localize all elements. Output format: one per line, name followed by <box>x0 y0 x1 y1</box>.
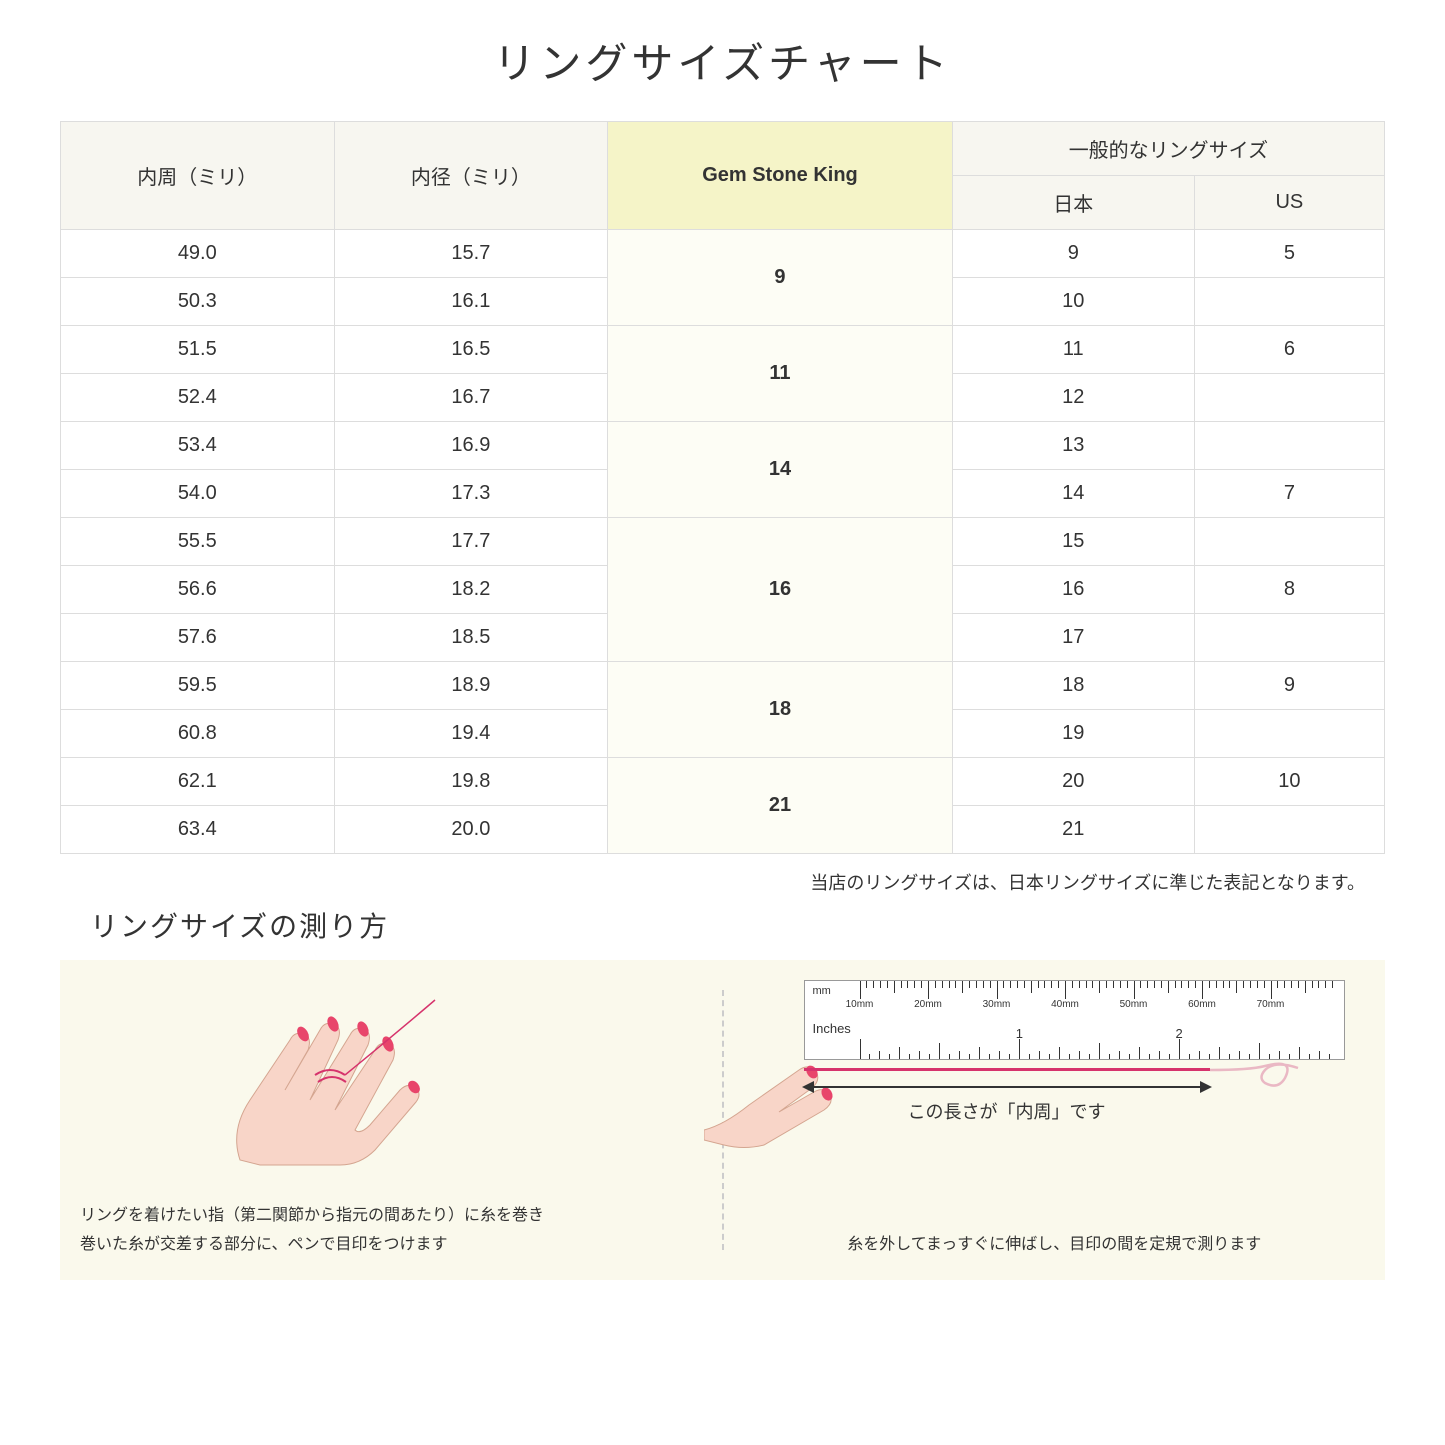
cell-japan: 16 <box>952 566 1194 614</box>
cell-circumference: 59.5 <box>61 662 335 710</box>
cell-japan: 21 <box>952 806 1194 854</box>
thread-line <box>804 1068 1210 1071</box>
cell-circumference: 56.6 <box>61 566 335 614</box>
cell-us <box>1194 710 1384 758</box>
cell-japan: 14 <box>952 470 1194 518</box>
cell-us: 9 <box>1194 662 1384 710</box>
cell-circumference: 52.4 <box>61 374 335 422</box>
cell-us: 8 <box>1194 566 1384 614</box>
page-title: リングサイズチャート <box>60 30 1385 91</box>
cell-us: 5 <box>1194 230 1384 278</box>
table-row: 49.015.7995 <box>61 230 1385 278</box>
cell-japan: 17 <box>952 614 1194 662</box>
cell-brand-size: 11 <box>608 326 953 422</box>
cell-japan: 12 <box>952 374 1194 422</box>
cell-diameter: 17.3 <box>334 470 608 518</box>
cell-diameter: 18.5 <box>334 614 608 662</box>
cell-circumference: 55.5 <box>61 518 335 566</box>
ring-size-table: 内周（ミリ） 内径（ミリ） Gem Stone King 一般的なリングサイズ … <box>60 121 1385 854</box>
howto-right-panel: mm Inches 10mm20mm30mm40mm50mm60mm70mm 1… <box>744 980 1366 1260</box>
cell-circumference: 62.1 <box>61 758 335 806</box>
cell-circumference: 49.0 <box>61 230 335 278</box>
cell-circumference: 54.0 <box>61 470 335 518</box>
measurement-arrow <box>804 1086 1210 1088</box>
howto-title: リングサイズの測り方 <box>90 905 1385 945</box>
cell-japan: 9 <box>952 230 1194 278</box>
cell-diameter: 16.7 <box>334 374 608 422</box>
cell-brand-size: 18 <box>608 662 953 758</box>
cell-brand-size: 16 <box>608 518 953 662</box>
cell-us: 6 <box>1194 326 1384 374</box>
cell-us <box>1194 614 1384 662</box>
table-row: 62.119.8212010 <box>61 758 1385 806</box>
th-general-group: 一般的なリングサイズ <box>952 122 1384 176</box>
cell-diameter: 15.7 <box>334 230 608 278</box>
cell-us <box>1194 518 1384 566</box>
arrow-label: この長さが「内周」です <box>804 1098 1210 1124</box>
howto-left-caption: リングを着けたい指（第二関節から指元の間あたり）に糸を巻き 巻いた糸が交差する部… <box>80 1202 702 1260</box>
table-row: 51.516.511116 <box>61 326 1385 374</box>
cell-diameter: 16.5 <box>334 326 608 374</box>
th-circumference: 内周（ミリ） <box>61 122 335 230</box>
cell-us: 7 <box>1194 470 1384 518</box>
th-diameter: 内径（ミリ） <box>334 122 608 230</box>
ruler-area: mm Inches 10mm20mm30mm40mm50mm60mm70mm 1… <box>804 980 1346 1124</box>
cell-circumference: 50.3 <box>61 278 335 326</box>
cell-us <box>1194 422 1384 470</box>
table-note: 当店のリングサイズは、日本リングサイズに準じた表記となります。 <box>60 869 1385 895</box>
cell-circumference: 63.4 <box>61 806 335 854</box>
cell-diameter: 18.9 <box>334 662 608 710</box>
cell-japan: 20 <box>952 758 1194 806</box>
cell-diameter: 19.4 <box>334 710 608 758</box>
cell-diameter: 20.0 <box>334 806 608 854</box>
ruler-mm-label: mm <box>813 985 831 997</box>
cell-diameter: 16.1 <box>334 278 608 326</box>
cell-circumference: 51.5 <box>61 326 335 374</box>
thread-curl-icon <box>1210 1038 1300 1098</box>
table-row: 59.518.918189 <box>61 662 1385 710</box>
th-brand: Gem Stone King <box>608 122 953 230</box>
cell-us <box>1194 806 1384 854</box>
cell-diameter: 17.7 <box>334 518 608 566</box>
cell-brand-size: 14 <box>608 422 953 518</box>
cell-circumference: 53.4 <box>61 422 335 470</box>
th-us: US <box>1194 176 1384 230</box>
cell-diameter: 16.9 <box>334 422 608 470</box>
cell-japan: 11 <box>952 326 1194 374</box>
ruler-inches-label: Inches <box>813 1021 851 1036</box>
table-row: 55.517.71615 <box>61 518 1385 566</box>
cell-brand-size: 9 <box>608 230 953 326</box>
cell-us <box>1194 374 1384 422</box>
table-row: 53.416.91413 <box>61 422 1385 470</box>
cell-circumference: 57.6 <box>61 614 335 662</box>
cell-japan: 18 <box>952 662 1194 710</box>
cell-japan: 15 <box>952 518 1194 566</box>
hand-wrap-illustration <box>200 990 480 1170</box>
th-japan: 日本 <box>952 176 1194 230</box>
cell-brand-size: 21 <box>608 758 953 854</box>
cell-us <box>1194 278 1384 326</box>
howto-left-panel: リングを着けたい指（第二関節から指元の間あたり）に糸を巻き 巻いた糸が交差する部… <box>80 980 702 1260</box>
howto-section: リングを着けたい指（第二関節から指元の間あたり）に糸を巻き 巻いた糸が交差する部… <box>60 960 1385 1280</box>
cell-circumference: 60.8 <box>61 710 335 758</box>
howto-right-caption: 糸を外してまっすぐに伸ばし、目印の間を定規で測ります <box>744 1231 1366 1260</box>
cell-japan: 10 <box>952 278 1194 326</box>
cell-diameter: 19.8 <box>334 758 608 806</box>
cell-japan: 19 <box>952 710 1194 758</box>
cell-diameter: 18.2 <box>334 566 608 614</box>
cell-japan: 13 <box>952 422 1194 470</box>
cell-us: 10 <box>1194 758 1384 806</box>
